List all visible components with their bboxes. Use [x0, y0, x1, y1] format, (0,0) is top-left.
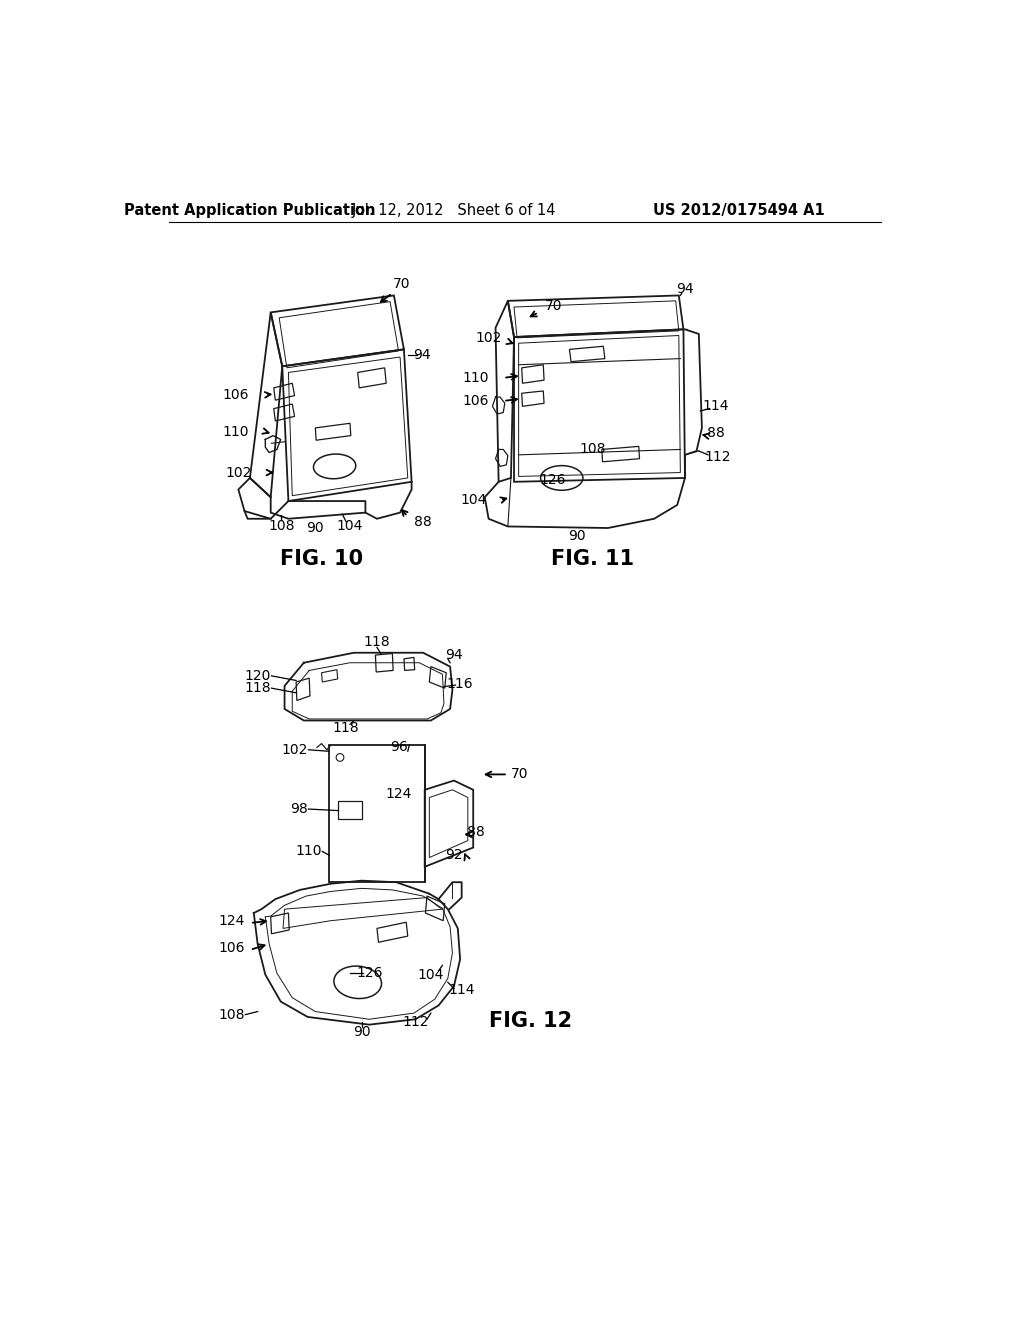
Text: 102: 102	[475, 331, 502, 345]
Text: 94: 94	[676, 282, 694, 296]
Text: 108: 108	[218, 1007, 245, 1022]
Text: 116: 116	[446, 677, 473, 690]
Text: 126: 126	[540, 474, 566, 487]
Text: 124: 124	[385, 787, 412, 801]
Text: 120: 120	[245, 669, 270, 682]
Text: 70: 70	[511, 767, 528, 781]
Text: Jul. 12, 2012   Sheet 6 of 14: Jul. 12, 2012 Sheet 6 of 14	[351, 203, 556, 218]
Text: 108: 108	[268, 519, 295, 533]
Text: FIG. 10: FIG. 10	[280, 549, 364, 569]
Text: 110: 110	[295, 845, 322, 858]
Text: Patent Application Publication: Patent Application Publication	[124, 203, 376, 218]
Text: 118: 118	[333, 721, 359, 735]
Text: 106: 106	[218, 941, 245, 954]
Text: 118: 118	[364, 635, 390, 649]
Text: 104: 104	[337, 519, 364, 533]
Text: 114: 114	[702, 400, 729, 413]
Text: 108: 108	[580, 442, 606, 457]
Text: 112: 112	[402, 1015, 429, 1030]
Text: 104: 104	[460, 494, 486, 507]
Text: 110: 110	[462, 371, 488, 385]
Text: 110: 110	[223, 425, 249, 438]
Text: 126: 126	[356, 966, 383, 979]
Text: FIG. 12: FIG. 12	[489, 1011, 572, 1031]
Text: 118: 118	[244, 681, 270, 696]
Text: 124: 124	[218, 913, 245, 928]
Text: US 2012/0175494 A1: US 2012/0175494 A1	[653, 203, 824, 218]
Text: 98: 98	[290, 803, 307, 816]
Text: 90: 90	[306, 521, 325, 535]
Text: 94: 94	[413, 347, 430, 362]
Text: 94: 94	[445, 648, 463, 663]
Text: 114: 114	[449, 983, 475, 997]
Text: 112: 112	[705, 450, 730, 465]
Text: FIG. 11: FIG. 11	[551, 549, 634, 569]
Text: 70: 70	[546, 300, 563, 313]
Text: 106: 106	[223, 388, 249, 401]
Text: 90: 90	[352, 1026, 371, 1039]
Text: 96: 96	[390, 741, 408, 755]
Text: 92: 92	[445, 849, 463, 862]
Text: 104: 104	[418, 968, 444, 982]
Text: 88: 88	[707, 426, 725, 441]
Text: 102: 102	[282, 743, 307, 756]
Text: 88: 88	[415, 515, 432, 529]
Text: 102: 102	[225, 466, 252, 479]
Text: 90: 90	[568, 529, 586, 543]
Text: 88: 88	[467, 825, 484, 840]
Text: 106: 106	[462, 393, 488, 408]
Text: 70: 70	[393, 277, 411, 290]
